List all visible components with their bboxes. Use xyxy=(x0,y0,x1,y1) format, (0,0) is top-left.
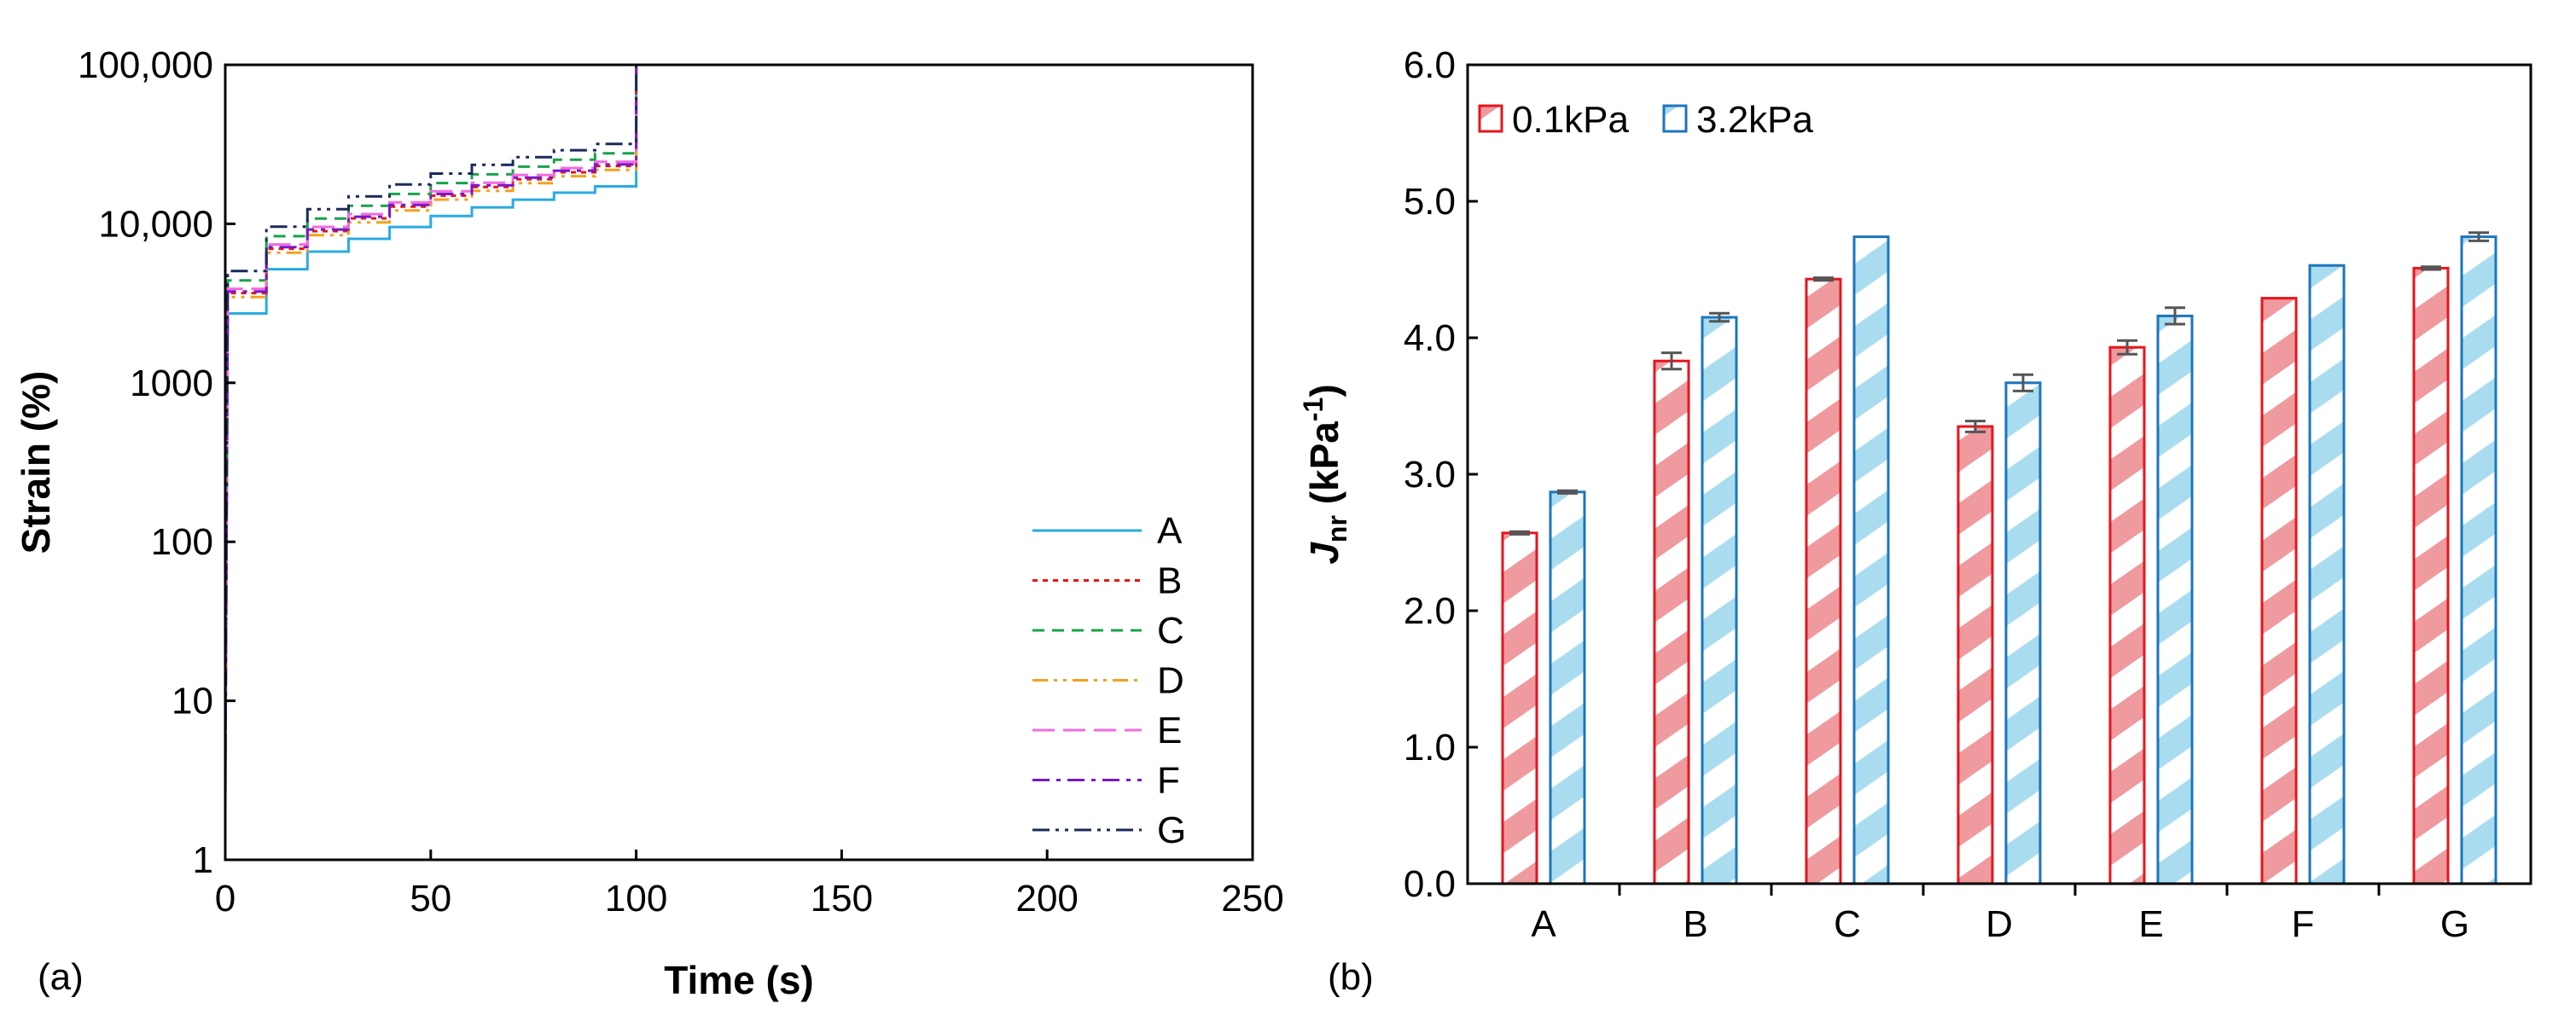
jnr-x-tick-label: D xyxy=(1986,903,2013,945)
jnr-legend-label: 3.2kPa xyxy=(1696,99,1814,141)
jnr-bar-g-high xyxy=(2460,235,2497,885)
strain-x-tick-label: 50 xyxy=(410,878,451,919)
panel-b-label: (b) xyxy=(1328,956,1374,998)
jnr-y-axis-title: Jnr (kPa-1) xyxy=(1298,384,1352,564)
jnr-bar-e-high xyxy=(2156,314,2194,885)
strain-legend-label: D xyxy=(1157,660,1184,702)
strain-y-tick-label: 10 xyxy=(172,681,213,722)
jnr-x-tick-label: E xyxy=(2138,903,2163,945)
jnr-bar-f-high xyxy=(2308,264,2346,885)
jnr-ylabel-rest: (kPa xyxy=(1302,421,1346,515)
strain-series-f xyxy=(225,65,638,791)
jnr-plot-frame xyxy=(1466,63,2532,885)
jnr-ylabel-sub: nr xyxy=(1322,515,1352,542)
jnr-y-tick-label: 1.0 xyxy=(1404,727,1456,769)
jnr-y-tick-label: 3.0 xyxy=(1404,454,1456,496)
jnr-x-tick-label: F xyxy=(2292,903,2315,945)
jnr-bar-b-high xyxy=(1701,316,1738,885)
strain-legend-label: G xyxy=(1157,809,1186,851)
jnr-y-tick-label: 2.0 xyxy=(1404,590,1456,632)
jnr-x-tick-label: B xyxy=(1683,903,1707,945)
jnr-bar-d-low xyxy=(1957,425,1994,885)
jnr-x-ticks: A B C D E F G xyxy=(1531,884,2469,945)
strain-y-tick-label: 1000 xyxy=(130,363,213,404)
strain-legend-label: C xyxy=(1157,610,1184,652)
strain-y-ticks: 1 10 100 1000 10,000 100,000 xyxy=(78,44,236,881)
jnr-bar-a-high xyxy=(1549,490,1586,885)
jnr-legend-swatch xyxy=(1662,104,1688,133)
jnr-x-tick-label: C xyxy=(1834,903,1861,945)
jnr-bar-d-high xyxy=(2004,381,2042,885)
strain-legend-label: E xyxy=(1157,710,1182,751)
jnr-chart: 0.0 1.0 2.0 3.0 4.0 5.0 6.0 A B C D E F G 0.1kPa 3.2k… xyxy=(1298,44,2532,998)
jnr-bar-a-low xyxy=(1501,531,1538,885)
strain-legend-label: A xyxy=(1157,510,1183,552)
jnr-x-tick-label: G xyxy=(2440,903,2469,945)
jnr-bar-c-low xyxy=(1805,277,1842,885)
strain-x-ticks: 0 50 100 150 200 250 xyxy=(215,850,1284,919)
jnr-ylabel-end: ) xyxy=(1302,384,1346,397)
jnr-y-tick-label: 5.0 xyxy=(1404,181,1456,223)
strain-x-tick-label: 200 xyxy=(1015,878,1078,919)
strain-plot-frame xyxy=(224,63,1254,861)
jnr-y-tick-label: 0.0 xyxy=(1404,863,1456,905)
strain-x-tick-label: 250 xyxy=(1221,878,1283,919)
jnr-bars-group xyxy=(1501,231,2497,885)
jnr-x-tick-label: A xyxy=(1531,903,1556,945)
jnr-bar-c-high xyxy=(1852,235,1890,885)
strain-series-group xyxy=(225,65,638,812)
jnr-bar-b-low xyxy=(1653,359,1690,885)
strain-legend-label: F xyxy=(1157,760,1180,802)
strain-y-tick-label: 1 xyxy=(193,839,213,881)
jnr-legend: 0.1kPa 3.2kPa xyxy=(1478,99,1814,141)
jnr-ylabel-main: J xyxy=(1302,542,1346,565)
jnr-bar-f-low xyxy=(2260,297,2298,885)
strain-y-axis-title: Strain (%) xyxy=(14,371,58,554)
strain-series-a xyxy=(225,65,638,812)
strain-x-tick-label: 100 xyxy=(605,878,667,919)
strain-x-tick-label: 150 xyxy=(811,878,873,919)
strain-y-tick-label: 10,000 xyxy=(98,203,213,245)
jnr-ylabel-sup: -1 xyxy=(1298,397,1329,421)
jnr-bar-e-low xyxy=(2108,345,2146,885)
strain-x-axis-title: Time (s) xyxy=(664,958,814,1002)
jnr-bar-g-low xyxy=(2412,266,2450,885)
strain-y-tick-label: 100,000 xyxy=(78,44,213,86)
jnr-legend-label: 0.1kPa xyxy=(1512,99,1630,141)
strain-y-tick-label: 100 xyxy=(151,521,213,563)
strain-x-tick-label: 0 xyxy=(215,878,236,919)
panel-a-label: (a) xyxy=(38,956,84,998)
jnr-y-tick-label: 4.0 xyxy=(1404,317,1456,359)
jnr-y-ticks: 0.0 1.0 2.0 3.0 4.0 5.0 6.0 xyxy=(1404,44,1478,905)
strain-legend-label: B xyxy=(1157,560,1182,602)
jnr-legend-swatch xyxy=(1478,104,1503,133)
jnr-y-tick-label: 6.0 xyxy=(1404,44,1456,86)
